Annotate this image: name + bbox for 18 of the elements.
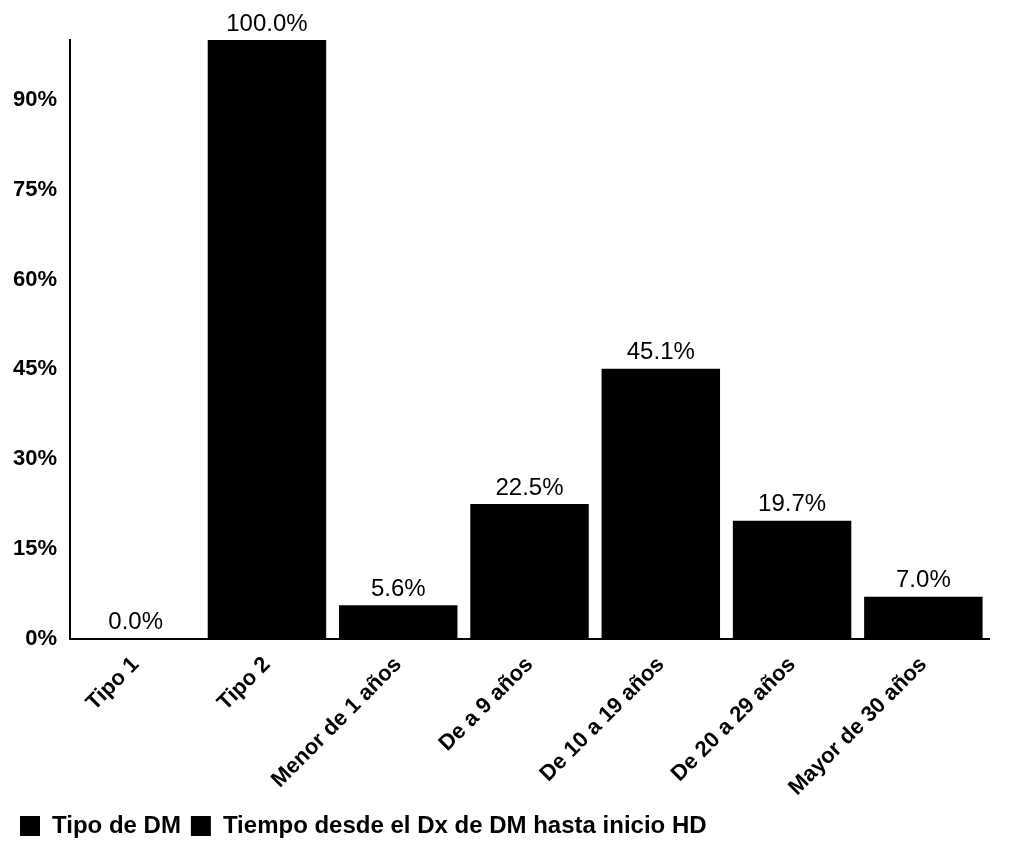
y-tick-label: 60%: [12, 265, 58, 291]
y-tick-label: 15%: [12, 535, 58, 561]
y-tick-label: 45%: [12, 355, 58, 381]
data-label: 5.6%: [370, 573, 426, 601]
legend-label: Tiempo desde el Dx de DM hasta inicio HD: [222, 810, 707, 838]
y-tick-label: 30%: [12, 445, 58, 471]
y-tick-label: 90%: [12, 85, 58, 111]
data-label: 45.1%: [626, 337, 695, 365]
data-label: 7.0%: [896, 565, 951, 593]
data-label: 100.0%: [226, 8, 308, 36]
data-label: 19.7%: [758, 489, 827, 517]
x-tick-label: Tipo 2: [211, 651, 275, 715]
legend-label: Tipo de DM: [52, 810, 181, 838]
data-label: 0.0%: [108, 607, 164, 635]
y-tick-label: 0%: [25, 624, 58, 650]
y-tick-label: 75%: [12, 175, 58, 201]
x-tick-label: Tipo 1: [80, 651, 144, 715]
data-label: 22.5%: [495, 472, 564, 500]
